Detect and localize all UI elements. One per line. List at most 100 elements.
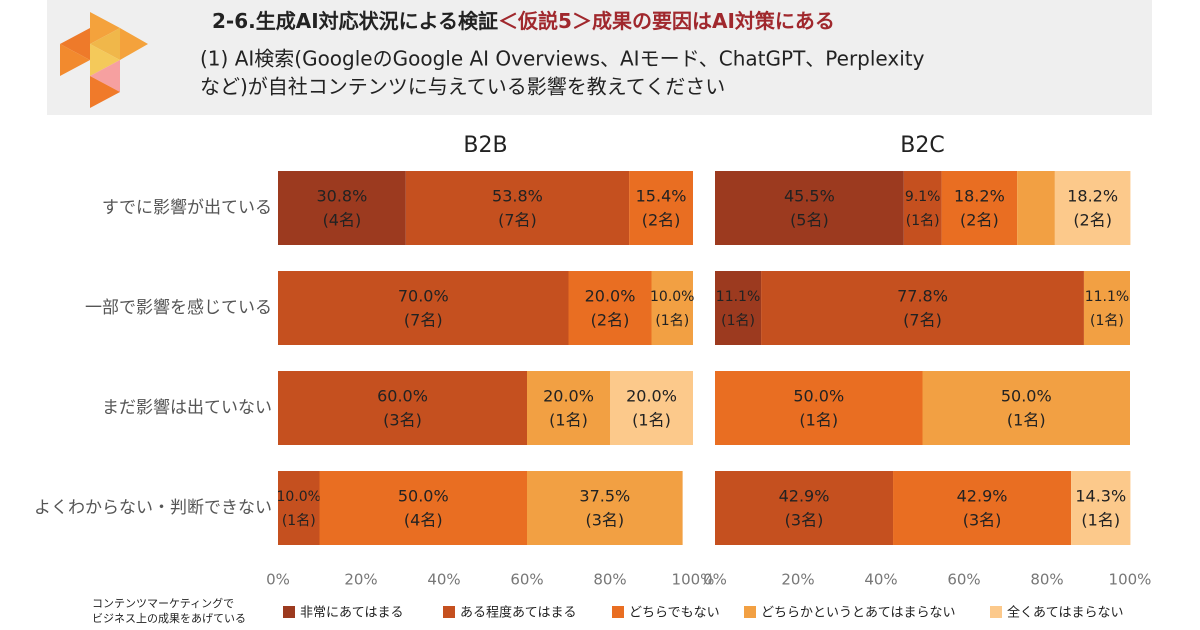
x-tick-label: 40%	[427, 571, 460, 589]
count-label: (1名)	[549, 411, 588, 430]
legend-swatch	[443, 606, 455, 618]
title-main: 2-6.生成AI対応状況による検証	[212, 9, 498, 33]
bar-segment	[278, 371, 527, 445]
category-label: よくわからない・判断できない	[34, 498, 272, 518]
value-label: 9.1%	[905, 189, 941, 205]
value-label: 15.4%	[636, 187, 687, 206]
bar-segment	[715, 171, 904, 245]
title-highlight: ＜仮説5＞成果の要因はAI対策にある	[498, 9, 835, 33]
category-label: まだ影響は出ていない	[102, 398, 272, 418]
value-label: 11.1%	[1085, 289, 1129, 305]
count-label: (3名)	[785, 511, 824, 530]
value-label: 45.5%	[784, 187, 835, 206]
count-label: (1名)	[906, 213, 940, 229]
bar-segment	[527, 371, 610, 445]
value-label: 10.0%	[650, 289, 694, 305]
x-tick-label: 20%	[781, 571, 814, 589]
bar-segment	[893, 471, 1072, 545]
x-tick-label: 80%	[593, 571, 626, 589]
count-label: (7名)	[404, 311, 443, 330]
bar-segment	[527, 471, 683, 545]
x-tick-label: 0%	[703, 571, 727, 589]
count-label: (2名)	[642, 211, 681, 230]
count-label: (1名)	[1007, 411, 1046, 430]
legend-title: ビジネス上の成果をあげている	[92, 612, 246, 625]
value-label: 50.0%	[793, 387, 844, 406]
count-label: (1名)	[632, 411, 671, 430]
x-tick-label: 100%	[672, 571, 715, 589]
bar-segment	[278, 271, 569, 345]
count-label: (3名)	[383, 411, 422, 430]
bar-segment	[903, 171, 942, 245]
count-label: (1名)	[1090, 313, 1124, 329]
value-label: 60.0%	[377, 387, 428, 406]
logo	[60, 12, 148, 108]
bar-segment	[1071, 471, 1131, 545]
value-label: 42.9%	[779, 487, 830, 506]
value-label: 10.0%	[277, 489, 321, 505]
x-tick-label: 40%	[864, 571, 897, 589]
bar-segment	[651, 271, 693, 345]
bar-segment	[922, 371, 1130, 445]
count-label: (2名)	[1073, 211, 1112, 230]
count-label: (1名)	[721, 313, 755, 329]
value-label: 20.0%	[585, 287, 636, 306]
x-tick-label: 0%	[266, 571, 290, 589]
value-label: 53.8%	[492, 187, 543, 206]
x-tick-label: 60%	[947, 571, 980, 589]
bar-segment	[278, 471, 320, 545]
count-label: (3名)	[963, 511, 1002, 530]
legend-label: 全くあてはまらない	[1007, 605, 1123, 621]
subtitle: など)が自社コンテンツに与えている影響を教えてください	[200, 75, 725, 99]
legend-title: コンテンツマーケティングで	[92, 596, 234, 610]
legend-swatch	[283, 606, 295, 618]
count-label: (2名)	[960, 211, 999, 230]
panel-title: B2B	[463, 133, 507, 158]
value-label: 20.0%	[543, 387, 594, 406]
x-tick-label: 100%	[1109, 571, 1152, 589]
legend-label: どちらかというとあてはまらない	[761, 606, 955, 621]
value-label: 20.0%	[626, 387, 677, 406]
count-label: (7名)	[903, 311, 942, 330]
value-label: 18.2%	[954, 187, 1005, 206]
count-label: (1名)	[655, 313, 689, 329]
bar-segment	[941, 171, 1018, 245]
x-tick-label: 20%	[344, 571, 377, 589]
count-label: (4名)	[404, 511, 443, 530]
legend-swatch	[612, 606, 624, 618]
bar-segment	[761, 271, 1084, 345]
count-label: (4名)	[323, 211, 362, 230]
count-label: (5名)	[790, 211, 829, 230]
count-label: (1名)	[282, 513, 316, 529]
bar-segment	[405, 171, 630, 245]
value-label: 70.0%	[398, 287, 449, 306]
count-label: (2名)	[591, 311, 630, 330]
count-label: (7名)	[498, 211, 537, 230]
bar-segment	[568, 271, 652, 345]
bar-segment	[278, 171, 406, 245]
legend-swatch	[744, 606, 756, 618]
bar-segment	[319, 471, 527, 545]
value-label: 11.1%	[716, 289, 760, 305]
value-label: 30.8%	[316, 187, 367, 206]
bar-segment	[1054, 171, 1131, 245]
value-label: 50.0%	[398, 487, 449, 506]
legend-label: 非常にあてはまる	[300, 606, 403, 621]
bar-segment	[715, 371, 923, 445]
bar-segment	[715, 271, 762, 345]
value-label: 77.8%	[897, 287, 948, 306]
value-label: 37.5%	[579, 487, 630, 506]
legend-label: ある程度あてはまる	[460, 605, 576, 621]
legend-swatch	[990, 606, 1002, 618]
category-label: すでに影響が出ている	[102, 198, 272, 218]
header-bg	[47, 0, 1152, 115]
subtitle: (1) AI検索(GoogleのGoogle AI Overviews、AIモー…	[200, 47, 925, 71]
bar-segment	[715, 471, 894, 545]
count-label: (1名)	[1081, 511, 1120, 530]
category-label: 一部で影響を感じている	[85, 298, 272, 318]
bar-segment	[629, 171, 693, 245]
count-label: (3名)	[585, 511, 624, 530]
x-tick-label: 60%	[510, 571, 543, 589]
value-label: 18.2%	[1067, 187, 1118, 206]
